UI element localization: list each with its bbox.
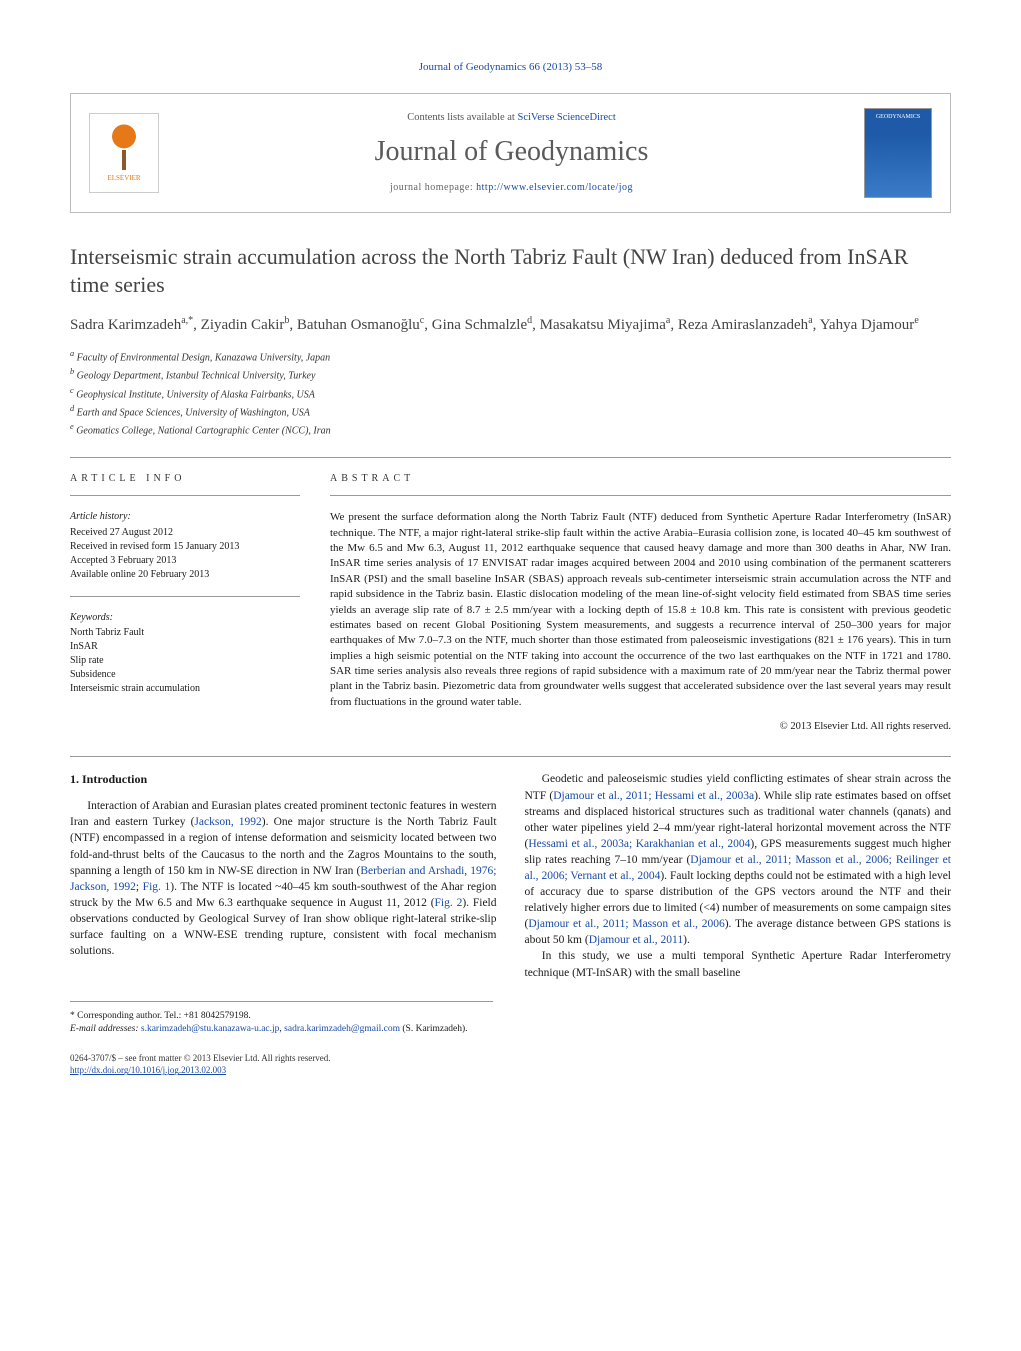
- article-info-column: article info Article history: Received 2…: [70, 472, 300, 735]
- authors-list: Sadra Karimzadeha,*, Ziyadin Cakirb, Bat…: [70, 314, 951, 336]
- citation-djamour-hessami[interactable]: Djamour et al., 2011; Hessami et al., 20…: [553, 790, 754, 802]
- keyword-item: Slip rate: [70, 654, 300, 668]
- citation-djamour-2011[interactable]: Djamour et al., 2011: [589, 934, 683, 946]
- abstract-header: abstract: [330, 472, 951, 486]
- journal-homepage-line: journal homepage: http://www.elsevier.co…: [179, 181, 844, 195]
- keyword-item: InSAR: [70, 640, 300, 654]
- abstract-divider: [330, 495, 951, 496]
- keyword-item: Interseismic strain accumulation: [70, 682, 300, 696]
- abstract-column: abstract We present the surface deformat…: [330, 472, 951, 735]
- section-1-heading: 1. Introduction: [70, 771, 497, 788]
- keyword-item: Subsidence: [70, 668, 300, 682]
- email-label: E-mail addresses:: [70, 1024, 141, 1034]
- contents-prefix: Contents lists available at: [407, 112, 517, 123]
- citation-hessami-karakhanian[interactable]: Hessami et al., 2003a; Karakhanian et al…: [528, 838, 750, 850]
- p1-text-c: ;: [136, 881, 143, 893]
- elsevier-logo-label: ELSEVIER: [107, 174, 140, 183]
- footnotes: * Corresponding author. Tel.: +81 804257…: [70, 1001, 493, 1037]
- journal-homepage-link[interactable]: http://www.elsevier.com/locate/jog: [476, 182, 633, 193]
- bottom-matter: 0264-3707/$ – see front matter © 2013 El…: [70, 1052, 951, 1076]
- journal-reference: Journal of Geodynamics 66 (2013) 53–58: [70, 60, 951, 75]
- cover-label: GEODYNAMICS: [869, 113, 927, 121]
- keywords-label: Keywords:: [70, 611, 300, 625]
- email-addresses-line: E-mail addresses: s.karimzadeh@stu.kanaz…: [70, 1023, 493, 1036]
- abstract-copyright: © 2013 Elsevier Ltd. All rights reserved…: [330, 720, 951, 734]
- email-2[interactable]: sadra.karimzadeh@gmail.com: [284, 1024, 400, 1034]
- fig1-link[interactable]: Fig. 1: [143, 881, 171, 893]
- affiliation-item: a Faculty of Environmental Design, Kanaz…: [70, 348, 951, 365]
- abstract-text: We present the surface deformation along…: [330, 510, 951, 710]
- history-online: Available online 20 February 2013: [70, 568, 300, 582]
- homepage-prefix: journal homepage:: [390, 182, 476, 193]
- info-abstract-row: article info Article history: Received 2…: [70, 472, 951, 735]
- keywords-body: North Tabriz FaultInSARSlip rateSubsiden…: [70, 626, 300, 696]
- history-label: Article history:: [70, 510, 300, 524]
- citation-djamour-masson-2[interactable]: Djamour et al., 2011; Masson et al., 200…: [528, 918, 724, 930]
- journal-header-box: ELSEVIER Contents lists available at Sci…: [70, 93, 951, 213]
- affiliation-item: d Earth and Space Sciences, University o…: [70, 403, 951, 420]
- body-two-column: 1. Introduction Interaction of Arabian a…: [70, 771, 951, 980]
- info-divider: [70, 495, 300, 496]
- sciencedirect-link[interactable]: SciVerse ScienceDirect: [517, 112, 615, 123]
- header-center: Contents lists available at SciVerse Sci…: [179, 111, 844, 194]
- history-body: Received 27 August 2012 Received in revi…: [70, 526, 300, 582]
- elsevier-logo: ELSEVIER: [89, 113, 159, 193]
- affiliation-item: b Geology Department, Istanbul Technical…: [70, 366, 951, 383]
- history-received: Received 27 August 2012: [70, 526, 300, 540]
- divider-top: [70, 457, 951, 458]
- affiliation-item: c Geophysical Institute, University of A…: [70, 385, 951, 402]
- elsevier-tree-icon: [104, 122, 144, 170]
- journal-name: Journal of Geodynamics: [179, 133, 844, 171]
- divider-bottom: [70, 756, 951, 757]
- affiliation-item: e Geomatics College, National Cartograph…: [70, 421, 951, 438]
- keywords-divider: [70, 596, 300, 597]
- email-1[interactable]: s.karimzadeh@stu.kanazawa-u.ac.jp: [141, 1024, 280, 1034]
- keyword-item: North Tabriz Fault: [70, 626, 300, 640]
- article-info-header: article info: [70, 472, 300, 486]
- affiliations-list: a Faculty of Environmental Design, Kanaz…: [70, 348, 951, 439]
- history-revised: Received in revised form 15 January 2013: [70, 540, 300, 554]
- issn-line: 0264-3707/$ – see front matter © 2013 El…: [70, 1052, 951, 1064]
- intro-paragraph-3: In this study, we use a multi temporal S…: [525, 948, 952, 980]
- fig2-link[interactable]: Fig. 2: [435, 897, 463, 909]
- intro-paragraph-2: Geodetic and paleoseismic studies yield …: [525, 771, 952, 948]
- contents-available-line: Contents lists available at SciVerse Sci…: [179, 111, 844, 125]
- intro-paragraph-1: Interaction of Arabian and Eurasian plat…: [70, 798, 497, 959]
- doi-link[interactable]: http://dx.doi.org/10.1016/j.jog.2013.02.…: [70, 1065, 226, 1075]
- email-suffix: (S. Karimzadeh).: [400, 1024, 468, 1034]
- p2-text-f: ).: [683, 934, 690, 946]
- article-title: Interseismic strain accumulation across …: [70, 243, 951, 300]
- history-accepted: Accepted 3 February 2013: [70, 554, 300, 568]
- journal-cover-thumbnail: GEODYNAMICS: [864, 108, 932, 198]
- corresponding-author-note: * Corresponding author. Tel.: +81 804257…: [70, 1010, 493, 1023]
- citation-jackson-1992[interactable]: Jackson, 1992: [194, 816, 261, 828]
